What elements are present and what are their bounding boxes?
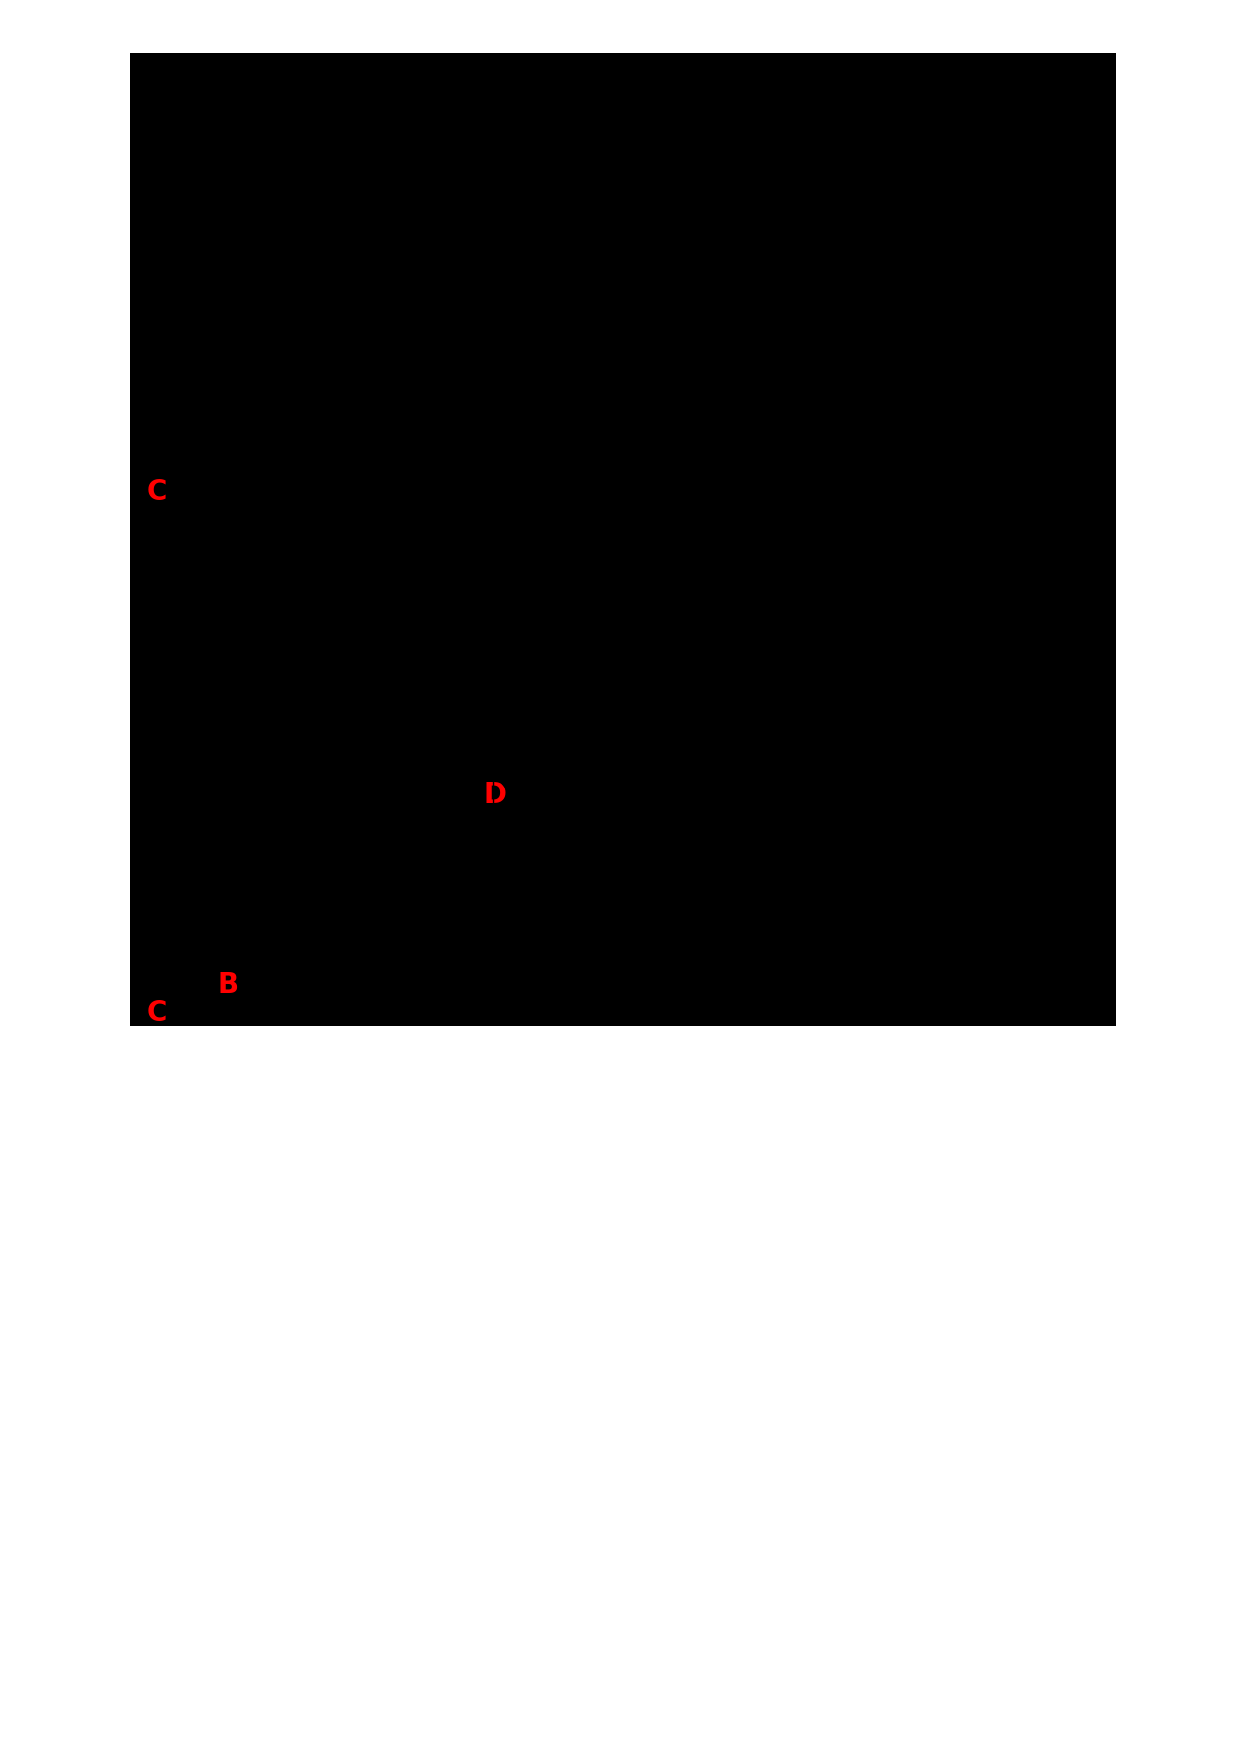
Text: OH: OH	[1032, 845, 1049, 859]
Text: OH: OH	[753, 793, 771, 807]
Text: OR: OR	[888, 835, 905, 847]
Bar	[864, 112, 991, 168]
Text: 0: 0	[492, 902, 498, 910]
Text: 0: 0	[197, 670, 203, 679]
Text: 沉
淀
质
量: 沉 淀 质 量	[409, 772, 414, 812]
Text: b: b	[997, 116, 1003, 125]
Bar	[130, 53, 1116, 1026]
Text: CO₂气体体积: CO₂气体体积	[595, 905, 634, 914]
Text: HO: HO	[682, 847, 701, 861]
Text: 直流电源: 直流电源	[916, 137, 939, 146]
Text: C: C	[146, 998, 166, 1026]
Text: 溶
液
导
电
能
力: 溶 液 导 电 能 力	[463, 770, 467, 831]
Text: OH: OH	[1032, 907, 1049, 919]
Text: 气
体
体
积: 气 体 体 积	[171, 533, 177, 574]
Text: NaHSO₃质量: NaHSO₃质量	[289, 674, 335, 682]
Bar	[864, 202, 882, 330]
Text: H₂S 气体体积: H₂S 气体体积	[594, 674, 635, 682]
Text: d: d	[977, 175, 983, 186]
Text: O: O	[807, 919, 817, 931]
Text: 0: 0	[492, 670, 498, 679]
Text: NaOH溶液: NaOH溶液	[263, 905, 299, 914]
Text: D: D	[484, 781, 507, 809]
Text: 电
流
方
向: 电 流 方 向	[807, 123, 811, 153]
Text: c: c	[870, 184, 875, 195]
Text: B: B	[217, 970, 238, 998]
Bar	[971, 193, 988, 330]
Text: O: O	[857, 807, 867, 821]
Text: C: C	[146, 477, 166, 505]
Text: 0: 0	[397, 902, 403, 910]
Text: a: a	[853, 116, 858, 125]
Text: pH: pH	[471, 449, 484, 460]
